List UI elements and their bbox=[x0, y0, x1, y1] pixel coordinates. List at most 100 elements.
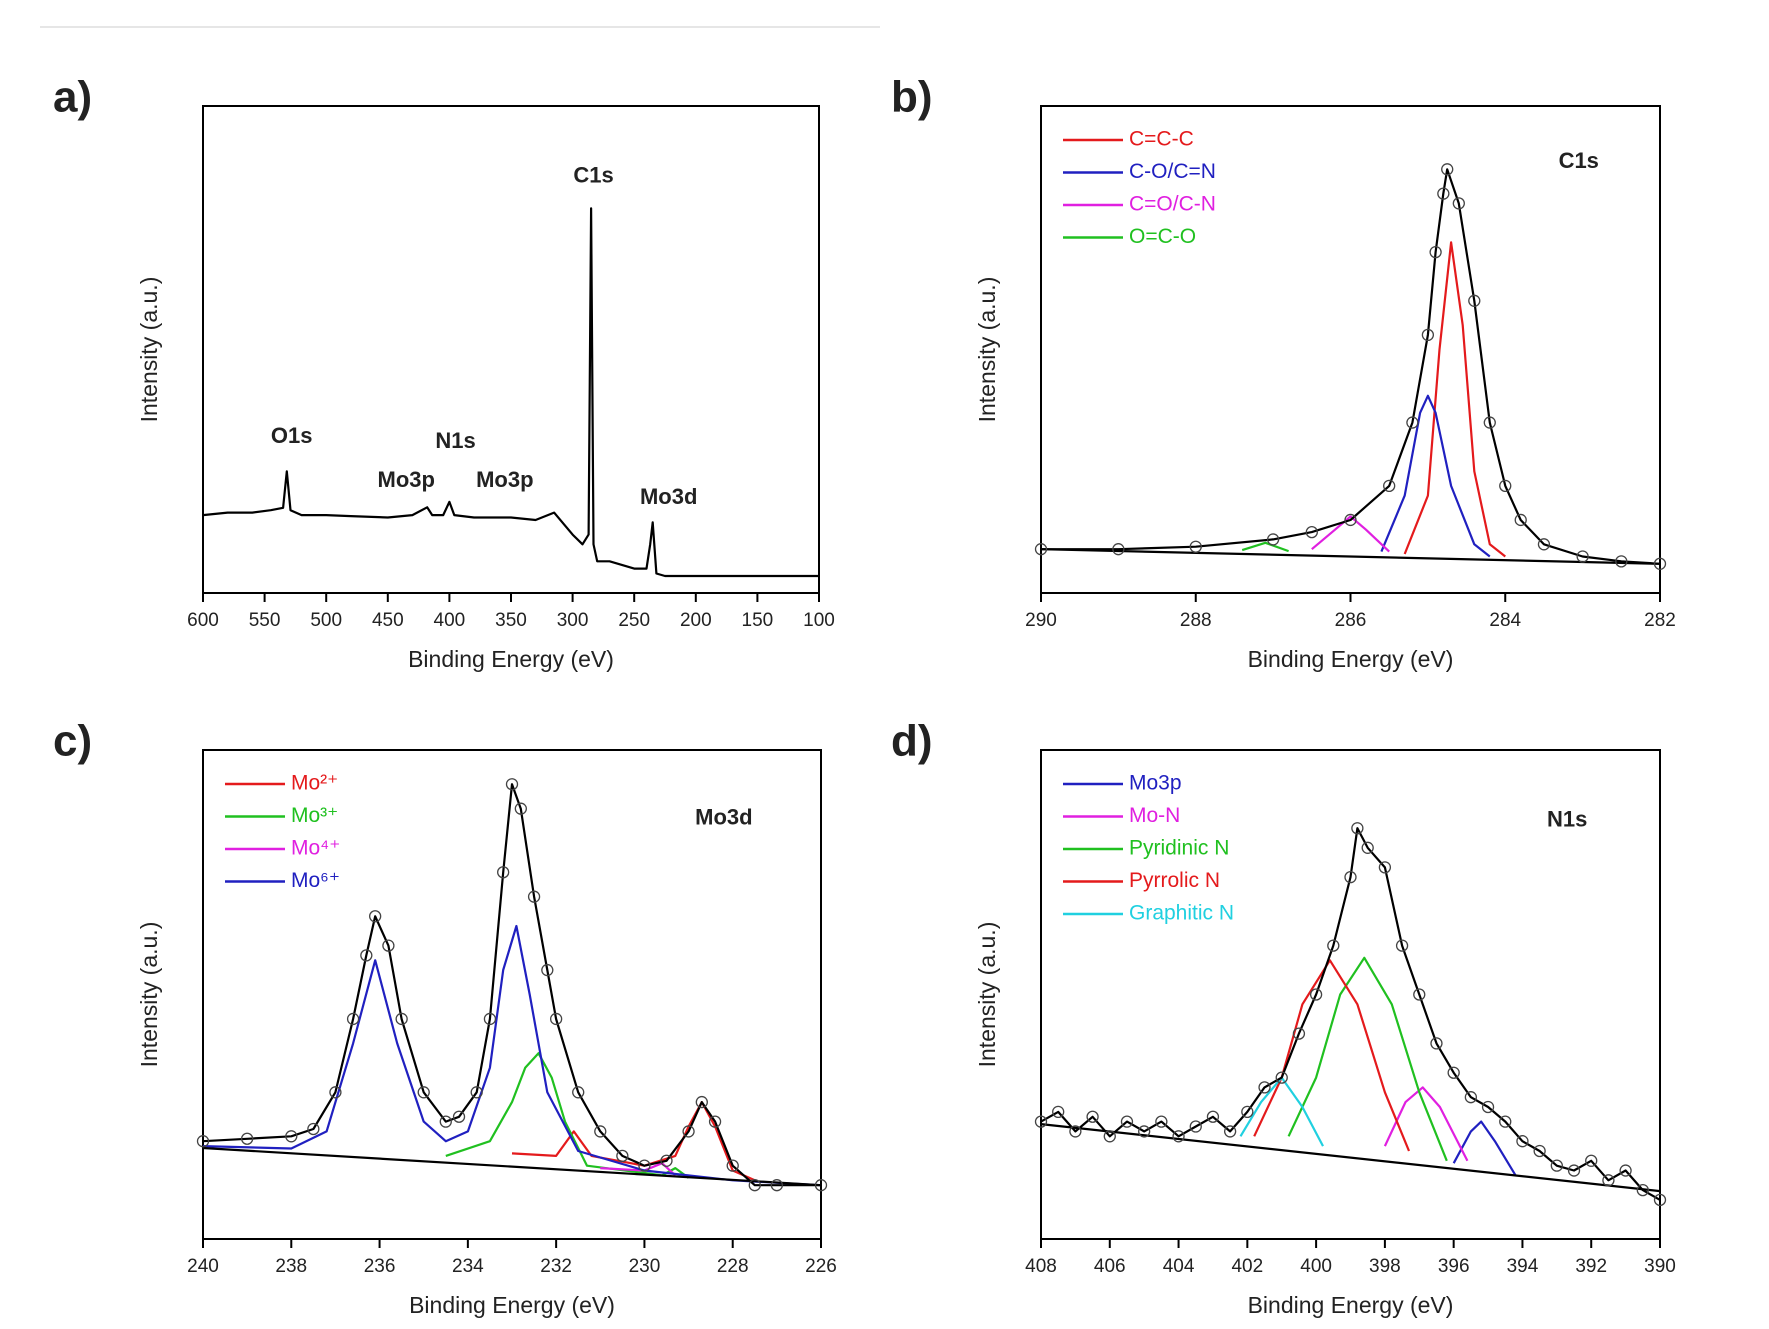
legend-label: C-O/C=N bbox=[1129, 160, 1216, 183]
data-point bbox=[814, 1179, 828, 1192]
data-point bbox=[1550, 1159, 1563, 1172]
panel-label: b) bbox=[891, 73, 933, 122]
x-tick-label: 282 bbox=[1644, 610, 1676, 631]
data-point bbox=[1103, 1130, 1116, 1143]
data-point bbox=[497, 866, 510, 879]
x-tick-label: 288 bbox=[1180, 610, 1212, 631]
annotation: O1s bbox=[271, 423, 313, 448]
data-point bbox=[1413, 988, 1426, 1001]
annotation: C1s bbox=[573, 162, 613, 187]
data-point bbox=[1481, 1100, 1495, 1114]
legend-label: Mo-N bbox=[1129, 804, 1180, 827]
x-tick-label: 350 bbox=[495, 610, 527, 631]
legend-label: Mo³⁺ bbox=[291, 804, 338, 827]
data-point bbox=[638, 1159, 651, 1172]
data-point bbox=[1483, 416, 1496, 429]
x-tick-label: 550 bbox=[249, 610, 281, 631]
panel-label: d) bbox=[891, 717, 933, 766]
x-tick-label: 236 bbox=[364, 1256, 396, 1277]
data-point bbox=[1452, 197, 1465, 210]
data-point bbox=[1464, 1091, 1478, 1104]
data-point bbox=[505, 778, 519, 791]
x-tick-label: 394 bbox=[1507, 1256, 1539, 1277]
panel-label: c) bbox=[53, 717, 92, 766]
data-point bbox=[541, 963, 554, 977]
data-point bbox=[1437, 187, 1450, 200]
x-tick-label: 286 bbox=[1335, 610, 1367, 631]
data-point bbox=[616, 1149, 629, 1163]
x-tick-label: 100 bbox=[803, 610, 835, 631]
data-point bbox=[395, 1012, 408, 1026]
data-point bbox=[1468, 294, 1481, 307]
data-point bbox=[1052, 1105, 1065, 1119]
data-point bbox=[1537, 538, 1551, 551]
data-point bbox=[1275, 1071, 1288, 1084]
data-point bbox=[1567, 1164, 1581, 1177]
data-point bbox=[1189, 540, 1202, 553]
y-axis-label: Intensity (a.u.) bbox=[974, 277, 1000, 423]
x-tick-label: 450 bbox=[372, 610, 404, 631]
data-point bbox=[514, 802, 527, 815]
x-tick-label: 228 bbox=[717, 1256, 749, 1277]
series-line bbox=[202, 1146, 822, 1187]
data-point bbox=[1430, 1037, 1443, 1050]
data-point bbox=[1305, 525, 1318, 539]
data-point bbox=[1516, 1135, 1529, 1148]
data-point bbox=[470, 1086, 483, 1099]
series-line bbox=[1287, 956, 1448, 1162]
data-point bbox=[1344, 870, 1357, 884]
series-line bbox=[1383, 1086, 1469, 1162]
data-point bbox=[1172, 1130, 1185, 1143]
x-tick-label: 600 bbox=[187, 610, 219, 631]
series-line bbox=[1041, 168, 1661, 565]
x-tick-label: 408 bbox=[1025, 1256, 1057, 1277]
data-point bbox=[1034, 543, 1048, 556]
x-tick-label: 230 bbox=[629, 1256, 661, 1277]
data-point bbox=[1189, 1120, 1202, 1133]
x-tick-label: 404 bbox=[1163, 1256, 1195, 1277]
annotation: Mo3p bbox=[378, 467, 435, 492]
data-point bbox=[1383, 479, 1396, 493]
series-line bbox=[1452, 1120, 1517, 1176]
series-line bbox=[1040, 827, 1661, 1201]
data-point bbox=[1429, 245, 1442, 259]
x-tick-label: 390 bbox=[1644, 1256, 1676, 1277]
x-tick-label: 398 bbox=[1369, 1256, 1401, 1277]
data-point bbox=[360, 949, 373, 962]
data-point bbox=[1120, 1115, 1134, 1128]
data-point bbox=[307, 1122, 320, 1136]
data-point bbox=[572, 1086, 585, 1099]
x-tick-label: 150 bbox=[742, 610, 774, 631]
data-point bbox=[1086, 1110, 1099, 1123]
data-point bbox=[1395, 939, 1409, 952]
legend-label: Pyrrolic N bbox=[1129, 869, 1220, 892]
x-tick-label: 300 bbox=[557, 610, 589, 631]
data-point bbox=[1421, 328, 1435, 342]
legend-label: Mo²⁺ bbox=[291, 772, 338, 795]
annotation: N1s bbox=[435, 428, 475, 453]
data-point bbox=[1241, 1105, 1254, 1119]
x-tick-label: 396 bbox=[1438, 1256, 1470, 1277]
x-tick-label: 400 bbox=[434, 610, 466, 631]
data-point bbox=[329, 1086, 342, 1099]
data-point bbox=[682, 1125, 695, 1138]
data-point bbox=[1499, 479, 1512, 493]
annotation: C1s bbox=[1559, 148, 1599, 173]
x-tick-label: 238 bbox=[275, 1256, 307, 1277]
x-tick-label: 290 bbox=[1025, 610, 1057, 631]
legend-label: Mo⁴⁺ bbox=[291, 837, 340, 860]
data-point bbox=[346, 1012, 360, 1026]
data-point bbox=[1034, 1115, 1048, 1128]
panel-label: a) bbox=[53, 73, 92, 122]
x-tick-label: 200 bbox=[680, 610, 712, 631]
data-point bbox=[1615, 555, 1628, 568]
data-point bbox=[1653, 557, 1667, 570]
data-point bbox=[382, 939, 395, 952]
data-point bbox=[417, 1086, 430, 1099]
data-point bbox=[748, 1179, 761, 1192]
data-point bbox=[1514, 513, 1527, 527]
data-point bbox=[483, 1012, 497, 1026]
x-tick-label: 250 bbox=[618, 610, 650, 631]
data-point bbox=[594, 1125, 607, 1138]
